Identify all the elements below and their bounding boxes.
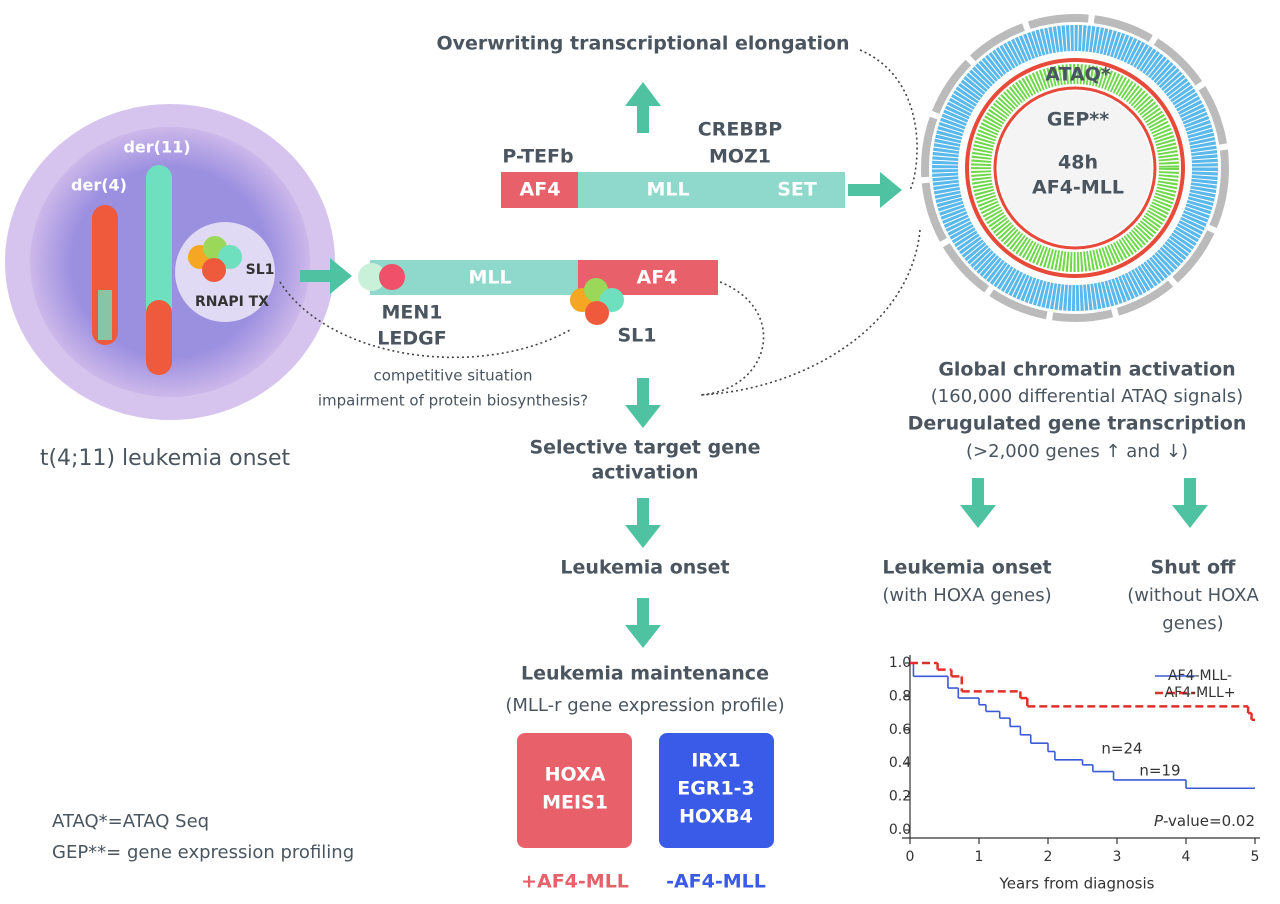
annotation: n=19 xyxy=(1139,762,1180,780)
label: MEIS1 xyxy=(542,792,608,814)
label: LEDGF xyxy=(377,328,446,350)
label: Leukemia onset xyxy=(882,557,1051,579)
label: (without HOXA xyxy=(1127,585,1259,606)
footnote: GEP**= gene expression profiling xyxy=(52,842,354,863)
label: (MLL-r gene expression profile) xyxy=(505,695,784,716)
protein xyxy=(585,301,609,325)
af4-domain xyxy=(501,172,578,208)
label: activation xyxy=(591,462,698,484)
label: RNAPI TX xyxy=(195,294,269,310)
y-tick-label: 0.6 xyxy=(889,722,911,738)
gene-box xyxy=(659,733,774,848)
label: (>2,000 genes ↑ and ↓) xyxy=(966,441,1188,462)
label: HOXB4 xyxy=(679,806,753,828)
label: AF4-MLL xyxy=(1032,177,1124,199)
label: Global chromatin activation xyxy=(938,359,1235,381)
gene-box xyxy=(517,733,632,848)
label: AF4 xyxy=(637,267,678,289)
label: Derugulated gene transcription xyxy=(908,413,1247,435)
y-tick-label: 0.8 xyxy=(889,688,911,704)
label: -AF4-MLL xyxy=(666,871,766,893)
protein xyxy=(379,264,405,290)
label: ATAQ* xyxy=(1045,64,1111,86)
x-tick-label: 5 xyxy=(1251,849,1260,865)
label: Selective target gene xyxy=(529,437,760,459)
label: 48h xyxy=(1058,152,1098,174)
x-tick-label: 4 xyxy=(1182,849,1191,865)
y-tick-label: 0.4 xyxy=(889,755,911,771)
label: Leukemia onset xyxy=(560,557,729,579)
p-value: P-value=0.02 xyxy=(1154,812,1255,830)
label: SET xyxy=(777,179,817,201)
annotation: n=24 xyxy=(1101,740,1142,758)
label: impairment of protein biosynthesis? xyxy=(318,392,588,410)
label: Leukemia maintenance xyxy=(521,663,769,685)
label: P-TEFb xyxy=(502,146,573,168)
label: competitive situation xyxy=(373,367,532,385)
legend-label: AF4-MLL- xyxy=(1168,668,1232,684)
label: MLL xyxy=(646,179,689,201)
dotted-paths xyxy=(279,49,921,396)
arrows xyxy=(300,82,1208,648)
label: CREBBP xyxy=(698,119,783,141)
label: IRX1 xyxy=(691,750,741,772)
label: GEP** xyxy=(1047,109,1109,131)
label: MOZ1 xyxy=(709,146,771,168)
x-tick-label: 1 xyxy=(975,849,984,865)
chromosome-part xyxy=(98,290,112,340)
label: Shut off xyxy=(1151,557,1236,579)
x-tick-label: 3 xyxy=(1113,849,1122,865)
label: der(11) xyxy=(123,138,190,157)
p-text: -value=0.02 xyxy=(1163,812,1255,830)
protein xyxy=(218,245,242,269)
y-tick-label: 0.2 xyxy=(889,789,911,805)
chromosome-part xyxy=(146,300,172,375)
label: HOXA xyxy=(545,764,606,786)
circos-plot xyxy=(921,14,1229,322)
x-tick-label: 0 xyxy=(906,849,915,865)
y-tick-label: 1.0 xyxy=(889,655,911,671)
y-tick-label: 0.0 xyxy=(889,822,911,838)
x-axis-label: Years from diagnosis xyxy=(999,875,1155,893)
label: MEN1 xyxy=(381,302,442,324)
label: SL1 xyxy=(617,325,656,347)
label: (160,000 differential ATAQ signals) xyxy=(931,386,1243,407)
label: MLL xyxy=(468,267,511,289)
label: EGR1-3 xyxy=(677,778,755,800)
label: t(4;11) leukemia onset xyxy=(40,446,291,471)
heading: Overwriting transcriptional elongation xyxy=(436,33,849,55)
label: SL1 xyxy=(246,262,275,278)
p-italic: P xyxy=(1154,812,1164,830)
mll-domain xyxy=(578,172,845,208)
protein xyxy=(202,258,226,282)
label: AF4 xyxy=(520,179,561,201)
footnote: ATAQ*=ATAQ Seq xyxy=(52,811,209,832)
label: genes) xyxy=(1162,613,1223,634)
survival-chart: Years from diagnosis n=24 n=19 P-value=0… xyxy=(889,655,1260,893)
legend-label: AF4-MLL+ xyxy=(1165,685,1236,701)
label: (with HOXA genes) xyxy=(882,585,1051,606)
label: +AF4-MLL xyxy=(521,871,629,893)
x-tick-label: 2 xyxy=(1044,849,1053,865)
protein xyxy=(358,263,386,291)
label: der(4) xyxy=(71,176,127,195)
